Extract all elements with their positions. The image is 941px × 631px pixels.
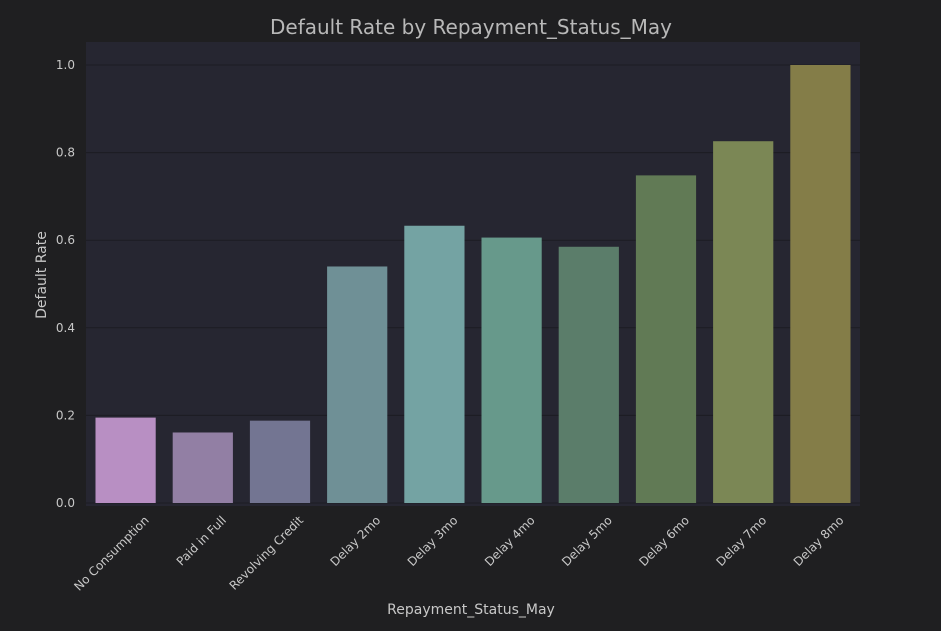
bars [95, 65, 851, 503]
chart-title: Default Rate by Repayment_Status_May [270, 15, 672, 39]
x-axis-label: Repayment_Status_May [387, 602, 555, 618]
bar [249, 420, 311, 503]
bar [481, 237, 542, 503]
bar [790, 65, 851, 503]
y-tick-label: 1.0 [56, 58, 75, 72]
bar [558, 246, 619, 503]
bar [172, 432, 233, 503]
bar [327, 266, 388, 503]
y-tick-label: 0.8 [56, 146, 75, 160]
bar [713, 141, 774, 503]
y-tick-label: 0.4 [56, 321, 75, 335]
y-tick-labels: 0.0 0.2 0.4 0.6 0.8 1.0 [56, 58, 75, 510]
y-tick-label: 0.2 [56, 408, 75, 422]
y-tick-label: 0.6 [56, 233, 75, 247]
bar [404, 225, 465, 503]
bar [635, 175, 697, 503]
bar [95, 417, 156, 503]
y-tick-label: 0.0 [56, 496, 75, 510]
y-axis-label: Default Rate [34, 231, 50, 319]
